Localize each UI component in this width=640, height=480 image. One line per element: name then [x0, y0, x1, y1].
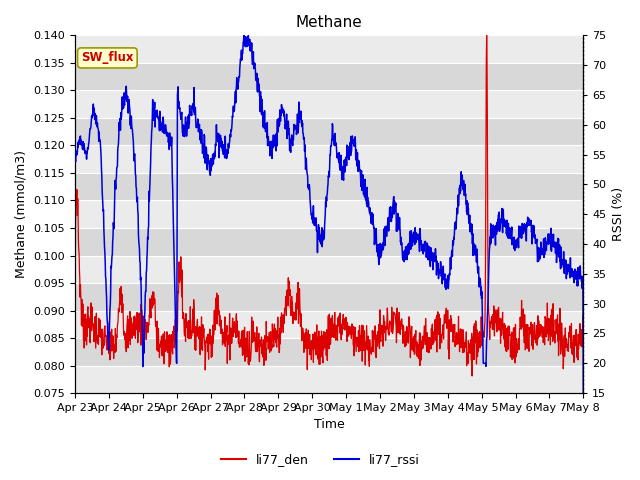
Bar: [75, 36, 583, 63]
Bar: [75, 145, 583, 173]
Bar: [75, 311, 583, 338]
Legend: li77_den, li77_rssi: li77_den, li77_rssi: [216, 448, 424, 471]
Text: SW_flux: SW_flux: [81, 51, 134, 64]
Y-axis label: Methane (mmol/m3): Methane (mmol/m3): [15, 150, 28, 278]
Bar: [75, 201, 583, 228]
Bar: [75, 90, 583, 118]
Bar: [75, 283, 583, 311]
Y-axis label: RSSI (%): RSSI (%): [612, 187, 625, 241]
Bar: [75, 63, 583, 90]
Bar: [75, 338, 583, 366]
X-axis label: Time: Time: [314, 419, 344, 432]
Title: Methane: Methane: [296, 15, 362, 30]
Bar: [75, 228, 583, 255]
Bar: [75, 255, 583, 283]
Bar: [75, 118, 583, 145]
Bar: [75, 366, 583, 393]
Bar: [75, 173, 583, 201]
